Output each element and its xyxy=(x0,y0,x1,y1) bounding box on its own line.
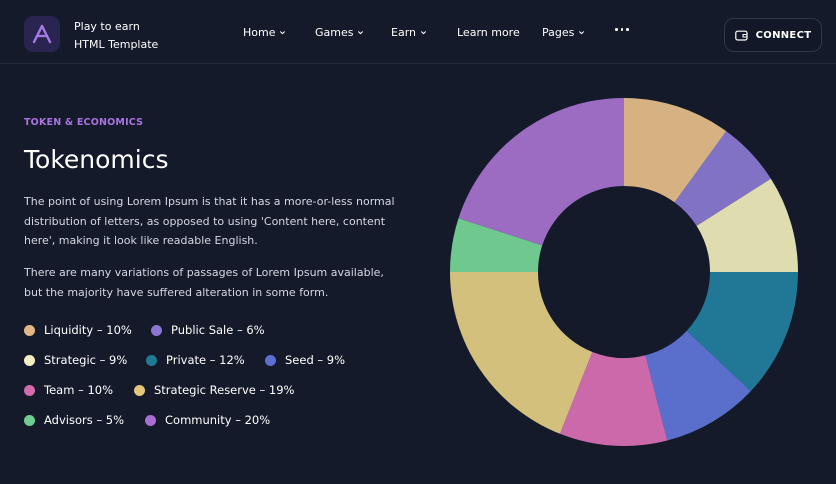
nav-home-label: Home xyxy=(243,26,276,39)
legend-dot xyxy=(24,384,35,396)
nav-games-label: Games xyxy=(315,26,354,39)
chevron-down-icon xyxy=(280,31,286,35)
legend-label: Liquidity – 10% xyxy=(44,323,132,337)
legend-label: Advisors – 5% xyxy=(44,413,125,427)
donut-slice-seed xyxy=(645,330,751,441)
legend-item-seed: Seed – 9% xyxy=(265,353,345,367)
logo[interactable] xyxy=(24,16,60,52)
legend-label: Community – 20% xyxy=(165,413,271,427)
more-menu-ellipsis-icon[interactable] xyxy=(615,28,629,31)
brand-line-2: HTML Template xyxy=(74,38,159,51)
nav-home[interactable]: Home xyxy=(243,26,286,39)
legend-label: Private – 12% xyxy=(166,353,245,367)
legend-item-strategic-reserve: Strategic Reserve – 19% xyxy=(134,383,295,397)
legend-label: Strategic Reserve – 19% xyxy=(154,383,295,397)
legend-dot xyxy=(146,354,157,366)
description-paragraph-2: There are many variations of passages of… xyxy=(24,266,384,299)
legend-item-private: Private – 12% xyxy=(146,353,245,367)
chevron-down-icon xyxy=(358,31,364,35)
tokenomics-donut-chart xyxy=(450,98,798,446)
legend-dot xyxy=(151,324,162,336)
donut-slice-strategic-reserve xyxy=(450,272,593,434)
legend-item-public-sale: Public Sale – 6% xyxy=(151,323,265,337)
nav-learn-more-label: Learn more xyxy=(457,26,520,39)
connect-label: CONNECT xyxy=(755,29,812,41)
legend-label: Seed – 9% xyxy=(285,353,346,367)
legend-label: Team – 10% xyxy=(44,383,114,397)
legend-dot xyxy=(134,384,145,396)
legend-label: Public Sale – 6% xyxy=(171,323,265,337)
nav-pages[interactable]: Pages xyxy=(542,26,585,39)
nav-earn-label: Earn xyxy=(391,26,416,39)
legend-dot xyxy=(24,354,35,366)
legend-dot xyxy=(24,414,35,426)
donut-slice-private xyxy=(686,272,798,392)
legend-dot xyxy=(265,354,276,366)
legend-item-community: Community – 20% xyxy=(145,413,270,427)
brand-name: Play to earn HTML Template xyxy=(74,18,158,54)
connect-wallet-button[interactable]: CONNECT xyxy=(724,18,822,52)
donut-slice-public-sale xyxy=(674,131,771,226)
donut-slice-strategic xyxy=(696,178,798,272)
donut-slice-team xyxy=(559,351,668,446)
nav-earn[interactable]: Earn xyxy=(391,26,427,39)
wallet-icon xyxy=(734,30,748,41)
nav-pages-label: Pages xyxy=(542,26,575,39)
legend-item-liquidity: Liquidity – 10% xyxy=(24,323,132,337)
legend-label: Strategic – 9% xyxy=(44,353,128,367)
legend-item-advisors: Advisors – 5% xyxy=(24,413,124,427)
legend-dot xyxy=(24,324,35,336)
nav-learn-more[interactable]: Learn more xyxy=(457,26,520,39)
page-title: Tokenomics xyxy=(24,145,169,174)
site-header: Play to earn HTML Template Home Games Ea… xyxy=(0,0,836,64)
section-eyebrow: TOKEN & ECONOMICS xyxy=(24,117,144,128)
donut-slice-liquidity xyxy=(624,98,727,203)
donut-slice-advisors xyxy=(450,218,543,272)
nav-games[interactable]: Games xyxy=(315,26,364,39)
description-paragraph-1: The point of using Lorem Ipsum is that i… xyxy=(24,195,395,247)
legend-dot xyxy=(145,414,156,426)
legend-item-strategic: Strategic – 9% xyxy=(24,353,127,367)
chevron-down-icon xyxy=(579,31,585,35)
chevron-down-icon xyxy=(420,31,427,35)
logo-icon xyxy=(32,24,52,44)
legend-item-team: Team – 10% xyxy=(24,383,113,397)
brand-line-1: Play to earn xyxy=(74,20,140,33)
donut-slice-community xyxy=(458,98,624,246)
